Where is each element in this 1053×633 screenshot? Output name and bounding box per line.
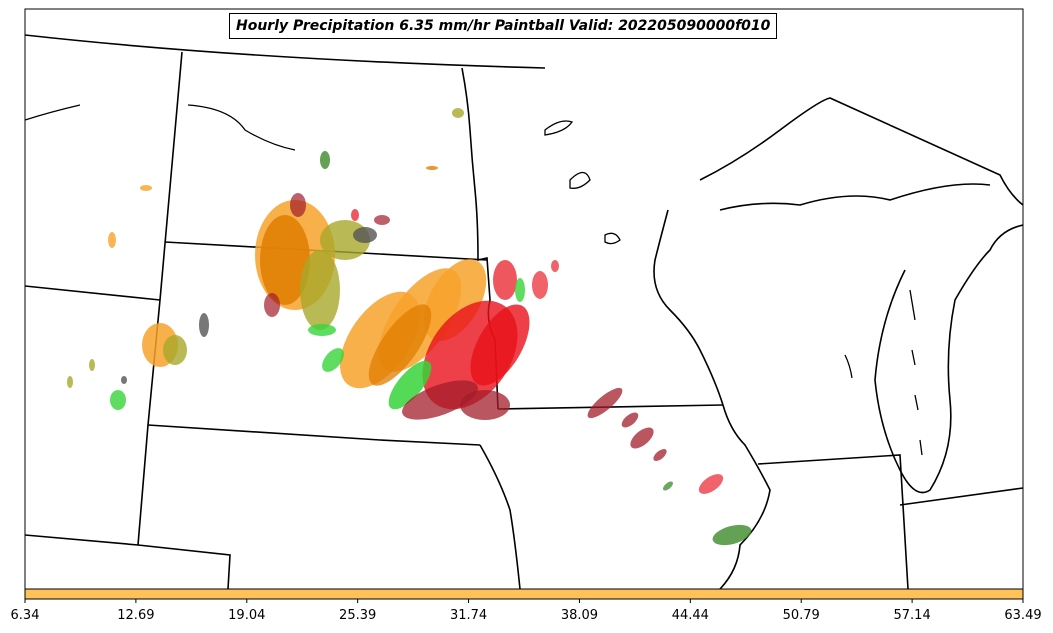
mississippi-river (719, 404, 771, 589)
colorbar-fill (24, 588, 1024, 600)
precip-blob (460, 390, 510, 420)
precip-blob (300, 250, 340, 330)
precip-blob (621, 412, 639, 428)
colorado-border (137, 544, 231, 589)
map-title: Hourly Precipitation 6.35 mm/hr Paintbal… (229, 13, 778, 39)
colorbar-tick-label: 50.79 (783, 608, 820, 623)
lake-outline (569, 171, 591, 189)
precip-blob (264, 293, 280, 317)
colorbar-tick-label: 6.34 (11, 608, 40, 623)
lake-michigan-dashes (909, 289, 923, 456)
map-border (24, 8, 1024, 590)
precip-blob (351, 209, 359, 221)
great-lakes-shore (719, 183, 991, 211)
river-outline (25, 104, 81, 121)
precip-blob (290, 193, 306, 217)
precip-blob (388, 360, 432, 410)
colorbar-tick-label: 63.49 (1004, 608, 1041, 623)
canada-border (25, 34, 546, 69)
precip-blob (308, 324, 336, 336)
map-panel (24, 8, 1024, 590)
illinois-border (757, 454, 909, 589)
precip-blob (121, 376, 127, 384)
precip-blob (653, 449, 667, 461)
precip-blob (402, 380, 478, 420)
precip-blob (663, 481, 673, 491)
lakes (25, 104, 923, 456)
colorbar-tick-label: 31.74 (450, 608, 487, 623)
wisconsin-west-border (653, 209, 724, 406)
precip-blob (470, 304, 530, 386)
precip-blob (67, 376, 73, 388)
precip-blob (493, 260, 517, 300)
utah-border (25, 534, 139, 546)
lower-michigan (874, 224, 1023, 494)
precip-blob (532, 271, 548, 299)
idaho-wyoming-border (25, 285, 161, 301)
montana-east-border (159, 51, 183, 301)
lake-outline (604, 232, 621, 245)
precip-blob (698, 474, 724, 494)
colorbar-ticks: 6.34 12.69 19.04 25.39 31.74 38.09 44.44 50.79 5… (11, 599, 1042, 623)
lake-outline (544, 120, 574, 136)
nebraska-south-border (147, 424, 481, 446)
precip-blob (551, 260, 559, 272)
precip-blob (353, 227, 377, 243)
precip-blob (515, 278, 525, 302)
colorbar-tick-label: 57.14 (894, 608, 931, 623)
colorbar: 6.34 12.69 19.04 25.39 31.74 38.09 44.44 50.79 5… (11, 588, 1042, 623)
precip-blob (374, 215, 390, 225)
precip-blob (199, 313, 209, 337)
precipitation-paintballs (67, 108, 752, 546)
precip-blob (260, 215, 310, 305)
lake-outline (844, 354, 853, 379)
precip-blob (630, 427, 654, 449)
missouri-river (479, 444, 521, 589)
state-boundaries (25, 34, 1023, 589)
upper-michigan (699, 97, 1023, 206)
river-outline (187, 104, 296, 151)
precip-blob (108, 232, 116, 248)
colorbar-tick-label: 25.39 (339, 608, 376, 623)
precip-blob (712, 524, 752, 546)
colorbar-tick-label: 12.69 (117, 608, 154, 623)
precip-blob (322, 348, 344, 372)
precip-blob (140, 185, 152, 191)
precip-blob (320, 151, 330, 169)
indiana-border (899, 487, 1023, 506)
colorbar-tick-label: 19.04 (228, 608, 265, 623)
precip-blob (110, 390, 126, 410)
precip-blob (163, 335, 187, 365)
precip-blob (426, 166, 438, 170)
colorbar-tick-label: 44.44 (672, 608, 709, 623)
precip-blob (89, 359, 95, 371)
precip-blob (368, 304, 432, 386)
precip-blob (452, 108, 464, 118)
precip-blob (587, 387, 623, 419)
colorbar-tick-label: 38.09 (561, 608, 598, 623)
